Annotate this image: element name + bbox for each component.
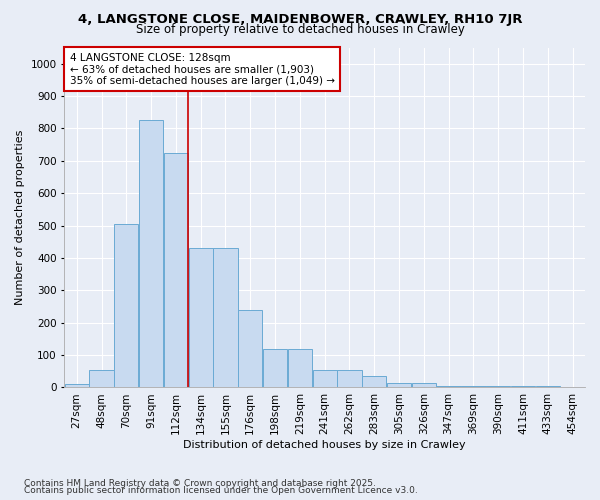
Bar [114,224,139,388]
Bar [214,248,238,388]
Bar [139,120,163,388]
Bar [188,248,213,388]
Bar [89,370,113,388]
Bar [536,386,560,388]
Bar [412,383,436,388]
Bar [486,386,511,388]
Text: 4 LANGSTONE CLOSE: 128sqm
← 63% of detached houses are smaller (1,903)
35% of se: 4 LANGSTONE CLOSE: 128sqm ← 63% of detac… [70,52,335,86]
Text: Size of property relative to detached houses in Crawley: Size of property relative to detached ho… [136,22,464,36]
Text: Contains public sector information licensed under the Open Government Licence v3: Contains public sector information licen… [24,486,418,495]
Bar [238,310,262,388]
Bar [337,370,362,388]
Bar [461,386,485,388]
X-axis label: Distribution of detached houses by size in Crawley: Distribution of detached houses by size … [184,440,466,450]
Text: 4, LANGSTONE CLOSE, MAIDENBOWER, CRAWLEY, RH10 7JR: 4, LANGSTONE CLOSE, MAIDENBOWER, CRAWLEY… [78,12,522,26]
Y-axis label: Number of detached properties: Number of detached properties [15,130,25,305]
Bar [288,350,312,388]
Bar [511,386,535,388]
Bar [263,350,287,388]
Bar [387,383,411,388]
Bar [164,152,188,388]
Bar [362,376,386,388]
Bar [436,386,461,388]
Text: Contains HM Land Registry data © Crown copyright and database right 2025.: Contains HM Land Registry data © Crown c… [24,478,376,488]
Bar [313,370,337,388]
Bar [65,384,89,388]
